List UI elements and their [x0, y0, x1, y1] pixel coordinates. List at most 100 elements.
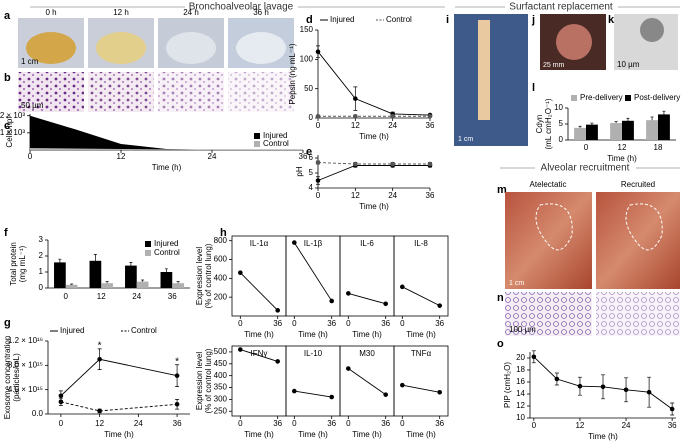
point [329, 298, 334, 304]
point [238, 347, 243, 352]
y-tick-label: 50 [304, 84, 313, 93]
liquid [96, 32, 146, 64]
photo-b [18, 72, 294, 112]
legend-swatch [145, 241, 151, 247]
y-tick-label: 1.2 × 10¹⁶ [8, 336, 43, 345]
y-tick-label: 0 [309, 113, 314, 122]
series-line [317, 165, 430, 181]
panel-letter: o [497, 338, 504, 350]
y-tick-label: 600 [214, 255, 228, 264]
bar [586, 124, 598, 140]
y-tick-label: 350 [214, 383, 228, 392]
series-area [30, 147, 303, 150]
y-axis-label: Total protein [9, 242, 18, 286]
legend-swatch [625, 95, 631, 101]
panel-letter: h [220, 227, 227, 239]
panel-letter: k [608, 14, 615, 26]
x-tick-label: 24 [134, 419, 143, 428]
y-tick-label: 0 [559, 135, 564, 144]
point [390, 113, 395, 119]
panel-letter: l [532, 82, 535, 94]
section-title: Surfactant replacement [509, 2, 613, 13]
scale-label: 100 µm [509, 325, 536, 334]
x-tick-label: 12 [97, 292, 106, 301]
bar [646, 120, 658, 140]
y-axis-label: Expression level [195, 247, 204, 305]
x-tick-label: 36 [381, 419, 390, 428]
x-tick-label: 24 [132, 292, 141, 301]
panel-letter: f [4, 227, 8, 239]
point [400, 382, 405, 388]
x-axis-label: Time (h) [352, 330, 382, 339]
x-tick-label: 36 [435, 319, 444, 328]
x-tick-label: 0 [400, 419, 405, 428]
x-tick-label: 0 [584, 143, 589, 152]
series-area [30, 115, 303, 150]
x-tick-label: 36 [327, 419, 336, 428]
airway [556, 24, 592, 60]
point [329, 394, 334, 400]
y-axis-label: (% of control lung) [204, 243, 213, 308]
y-tick-label: 20 [516, 353, 525, 362]
micrograph [158, 72, 224, 112]
x-axis-label: Time (h) [244, 330, 274, 339]
x-tick-label: 0 [400, 319, 405, 328]
x-tick-label: 12 [117, 152, 126, 161]
y-tick-label: 1 × 10³ [0, 128, 25, 137]
x-axis-label: Time (h) [298, 330, 328, 339]
bar [125, 265, 137, 288]
y-tick-label: 4.0 × 10¹⁵ [8, 385, 43, 394]
panel-letter: e [306, 146, 312, 158]
y-tick-label: 400 [214, 371, 228, 380]
x-tick-label: 36 [435, 419, 444, 428]
photo-m [505, 192, 592, 289]
x-tick-label: 24 [208, 152, 217, 161]
liquid [26, 32, 76, 64]
y-axis-label: (mg mL⁻¹) [18, 245, 27, 282]
y-tick-label: 800 [214, 236, 228, 245]
y-tick-label: 10 [516, 413, 525, 422]
photo-label: 12 h [113, 8, 129, 17]
x-tick-label: 0 [238, 319, 243, 328]
y-axis-label: Cells/hpf [5, 116, 14, 148]
y-tick-label: 400 [214, 273, 228, 282]
panel-title: IL-1α [250, 239, 269, 248]
y-tick-label: 250 [214, 406, 228, 415]
x-tick-label: 36 [273, 319, 282, 328]
legend-label: Injured [330, 15, 354, 24]
cell [640, 18, 664, 42]
y-tick-label: 3 [39, 235, 44, 244]
series-line [239, 272, 279, 311]
point [437, 303, 442, 308]
panel-frame [393, 235, 449, 317]
x-tick-label: 12 [95, 419, 104, 428]
liquid [236, 32, 286, 64]
series-line [60, 401, 178, 412]
y-axis-label: PIP (cmH₂O) [503, 362, 512, 408]
panel-title: IL-8 [414, 239, 428, 248]
bar [89, 260, 102, 288]
y-tick-label: 2 [39, 251, 44, 260]
point [174, 401, 180, 407]
point [346, 366, 351, 371]
panel-letter: a [4, 10, 11, 22]
panel-letter: j [531, 14, 535, 26]
panel-title: IFNγ [251, 349, 268, 358]
photo-label: Recruited [621, 180, 655, 189]
x-tick-label: 36 [173, 419, 182, 428]
series-line [294, 390, 332, 398]
legend-label: Control [263, 139, 289, 148]
section-title: Bronchoalveolar lavage [189, 2, 294, 13]
panel-letter: m [497, 184, 507, 196]
micrograph [228, 72, 294, 112]
x-tick-label: 12 [575, 421, 584, 430]
point [97, 408, 102, 414]
panel-letter: i [446, 14, 449, 26]
panel-letter: n [497, 292, 504, 304]
legend-label: Injured [263, 131, 287, 140]
point [390, 161, 395, 167]
x-tick-label: 36 [426, 191, 435, 200]
point [427, 113, 433, 119]
x-tick-label: 24 [622, 421, 631, 430]
